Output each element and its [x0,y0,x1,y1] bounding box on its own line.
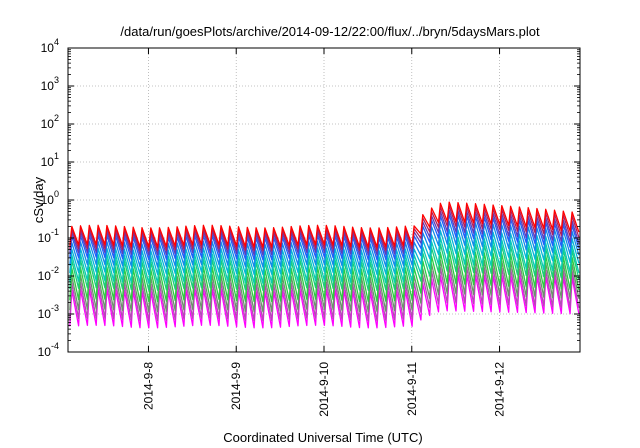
series-layer [69,201,580,329]
grid [68,48,580,352]
x-tick-label: 2014-9-8 [141,362,155,410]
series-line [69,250,580,303]
series-line [69,201,580,248]
y-tick-label: 101 [41,151,59,169]
y-tick-label: 104 [41,37,59,55]
chart-title: /data/run/goesPlots/archive/2014-09-12/2… [120,24,540,39]
x-ticks: 2014-9-8 2014-9-9 2014-9-10 2014-9-11 2014-9… [141,48,507,417]
y-tick-label: 10-2 [38,265,59,283]
x-tick-label: 2014-9-11 [405,362,419,416]
x-tick-label: 2014-9-10 [317,362,331,417]
y-tick-label: 102 [41,113,59,131]
y-tick-label: 10-4 [38,341,59,359]
y-tick-label: 10-1 [38,227,59,245]
y-tick-label: 100 [41,189,59,207]
series-line [69,228,580,276]
x-tick-label: 2014-9-9 [229,362,243,410]
y-tick-label: 103 [41,75,59,93]
y-axis-label: cSv/day [31,176,46,223]
y-ticks: 10-4 10-3 10-2 10-1 100 101 102 103 104 [38,37,580,359]
x-axis-label: Coordinated Universal Time (UTC) [223,430,422,445]
y-tick-label: 10-3 [38,303,59,321]
x-tick-label: 2014-9-12 [493,362,507,417]
series-line [69,236,580,284]
